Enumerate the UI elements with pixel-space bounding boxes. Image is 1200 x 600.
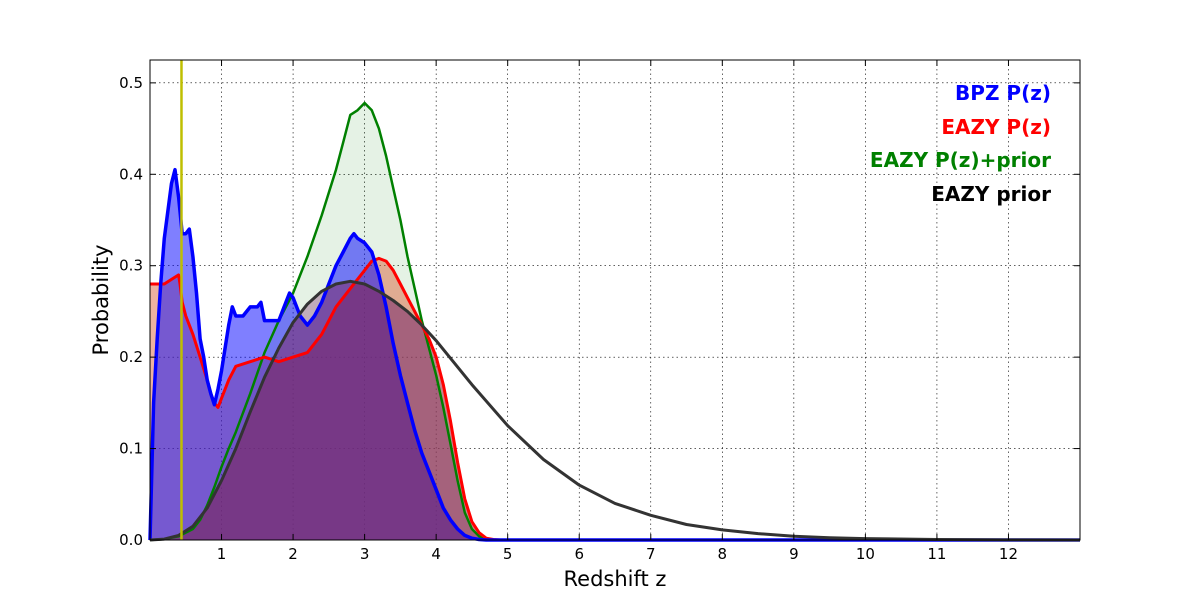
y-tick-label-2: 0.2: [119, 348, 143, 366]
series-line-3: [149, 279, 1081, 542]
y-axis-label: Probability: [89, 244, 113, 355]
overlap-fill-2: [150, 281, 1080, 540]
overlap-region: [150, 281, 1080, 540]
x-tick-label-6: 7: [646, 545, 656, 563]
x-tick-label-1: 2: [288, 545, 298, 563]
x-tick-label-8: 9: [789, 545, 799, 563]
y-tick-label-1: 0.1: [119, 440, 143, 458]
series-line-2: [149, 101, 1080, 542]
y-tick-label-3: 0.3: [119, 257, 143, 275]
axis-ticks: 1 2 3 4 5 6 7 8 9 10 11 120.00.10.20.30.40.5: [119, 60, 1080, 563]
series-lines: [148, 101, 1081, 542]
legend: BPZ P(z) EAZY P(z) EAZY P(z)+prior EAZY …: [870, 81, 1051, 206]
x-axis-label: Redshift z: [564, 567, 667, 591]
plot-frame: [149, 59, 1081, 541]
overlap-fill-1: [150, 281, 1080, 540]
x-tick-label-2: 3: [360, 545, 370, 563]
overlap-fill-0: [150, 281, 1080, 540]
legend-entry-bpz: BPZ P(z): [955, 81, 1051, 105]
y-tick-label-0: 0.0: [119, 531, 143, 549]
series-line-0: [148, 167, 1080, 542]
x-tick-label-0: 1: [217, 545, 227, 563]
legend-entry-eazy: EAZY P(z): [941, 115, 1051, 139]
y-tick-label-4: 0.4: [119, 165, 143, 183]
y-tick-label-5: 0.5: [119, 74, 143, 92]
series-line-1: [150, 256, 1080, 542]
legend-entry-eazy-prior: EAZY prior: [931, 182, 1051, 206]
x-tick-label-10: 11: [927, 545, 946, 563]
overlap-fill: [150, 281, 1080, 540]
x-tick-label-4: 5: [503, 545, 513, 563]
series-fill-0: [150, 169, 1080, 540]
x-tick-label-5: 6: [574, 545, 584, 563]
grid: [150, 60, 1080, 540]
x-tick-label-11: 12: [999, 545, 1018, 563]
x-tick-label-9: 10: [856, 545, 875, 563]
x-tick-label-7: 8: [718, 545, 728, 563]
series-fills: [150, 103, 1080, 540]
legend-entry-eazy-prior-combined: EAZY P(z)+prior: [870, 148, 1051, 172]
x-tick-label-3: 4: [431, 545, 441, 563]
